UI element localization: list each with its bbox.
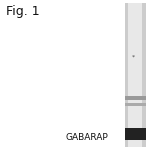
Text: Fig. 1: Fig. 1 <box>6 4 40 18</box>
Text: *: * <box>132 54 135 60</box>
Text: GABARAP: GABARAP <box>65 134 108 142</box>
Bar <box>124 103 146 106</box>
Bar <box>124 128 146 140</box>
Bar <box>124 96 146 100</box>
Bar <box>128 3 142 147</box>
Bar <box>124 3 146 147</box>
